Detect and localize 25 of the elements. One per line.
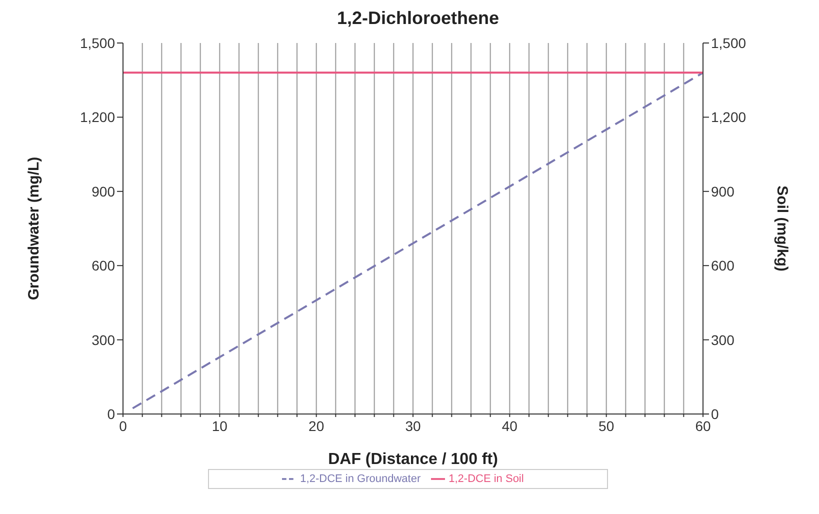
- y-tick-label: 0: [107, 406, 116, 422]
- x-tick-label: 0: [119, 418, 128, 434]
- y2-tick-label: 900: [711, 183, 735, 200]
- legend-label: 1,2-DCE in Soil: [448, 472, 524, 485]
- y-tick-label: 1,500: [80, 34, 116, 51]
- chart-title: 1,2-Dichloroethene: [336, 8, 500, 29]
- x-tick-label: 30: [405, 418, 421, 434]
- y-axis-title: Groundwater (mg/L): [25, 156, 42, 300]
- x-axis-title: DAF (Distance / 100 ft): [328, 451, 498, 468]
- legend-label: 1,2-DCE in Groundwater: [300, 472, 421, 485]
- y-tick-label: 900: [92, 183, 116, 200]
- x-tick-label: 60: [695, 418, 711, 434]
- y-tick-label: 600: [92, 258, 116, 274]
- x-tick-label: 20: [308, 418, 324, 434]
- y2-tick-label: 600: [711, 258, 735, 274]
- y2-tick-label: 0: [711, 406, 719, 422]
- y-tick-label: 300: [92, 332, 116, 348]
- x-tick-label: 40: [502, 418, 518, 434]
- y-tick-label: 1,200: [80, 109, 116, 126]
- y2-tick-label: 1,200: [711, 109, 746, 126]
- y2-axis-title: Soil (mg/kg): [774, 186, 791, 272]
- x-tick-label: 50: [598, 418, 614, 434]
- y2-tick-label: 300: [711, 332, 735, 348]
- y2-tick-label: 1,500: [711, 34, 746, 51]
- x-tick-label: 10: [212, 418, 228, 434]
